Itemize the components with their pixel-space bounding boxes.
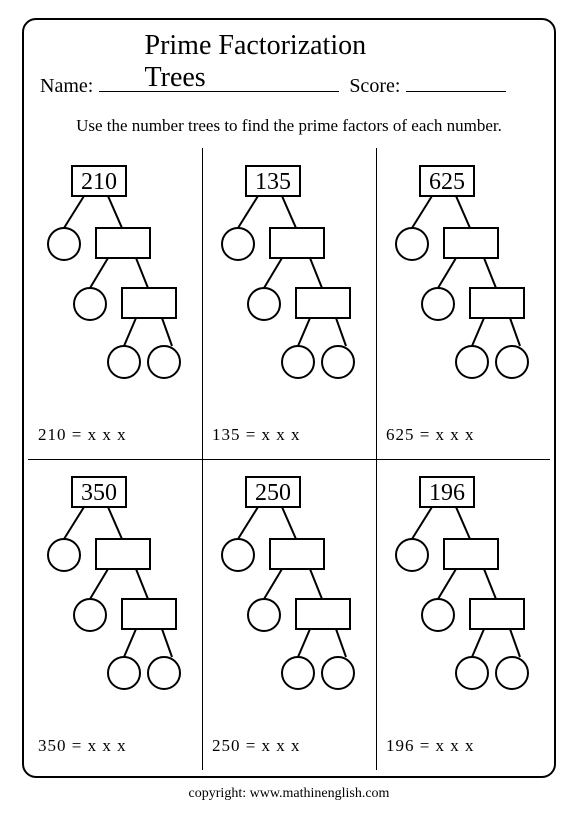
factor-tree: 135 xyxy=(210,156,368,396)
equation[interactable]: 625 = x x x xyxy=(386,425,475,445)
copyright-text: copyright: www.mathinenglish.com xyxy=(189,786,390,802)
problem-cell: 196 196 = x x x xyxy=(376,459,550,770)
equation[interactable]: 210 = x x x xyxy=(38,425,127,445)
name-blank[interactable] xyxy=(99,74,339,92)
grid-vline xyxy=(376,148,377,770)
factor-tree: 625 xyxy=(384,156,542,396)
svg-text:250: 250 xyxy=(255,480,291,506)
svg-text:210: 210 xyxy=(81,169,117,195)
problem-grid: 210 210 = x x x 135 135 = x x x 625 625 … xyxy=(28,148,550,770)
factor-tree: 196 xyxy=(384,467,542,707)
name-score-row: Name: Score: xyxy=(40,74,538,98)
problem-cell: 625 625 = x x x xyxy=(376,148,550,459)
svg-text:135: 135 xyxy=(255,169,291,195)
svg-text:196: 196 xyxy=(429,480,465,506)
name-label: Name: xyxy=(40,75,93,98)
factor-tree: 350 xyxy=(36,467,194,707)
equation[interactable]: 135 = x x x xyxy=(212,425,301,445)
instruction-text: Use the number trees to find the prime f… xyxy=(76,116,502,136)
problem-cell: 210 210 = x x x xyxy=(28,148,202,459)
equation[interactable]: 350 = x x x xyxy=(38,736,127,756)
equation[interactable]: 250 = x x x xyxy=(212,736,301,756)
grid-vline xyxy=(202,148,203,770)
factor-tree: 210 xyxy=(36,156,194,396)
factor-tree: 250 xyxy=(210,467,368,707)
score-label: Score: xyxy=(349,75,400,98)
problem-cell: 350 350 = x x x xyxy=(28,459,202,770)
svg-text:625: 625 xyxy=(429,169,465,195)
equation[interactable]: 196 = x x x xyxy=(386,736,475,756)
score-blank[interactable] xyxy=(406,74,506,92)
problem-cell: 250 250 = x x x xyxy=(202,459,376,770)
grid-hline xyxy=(28,459,550,460)
problem-cell: 135 135 = x x x xyxy=(202,148,376,459)
svg-text:350: 350 xyxy=(81,480,117,506)
